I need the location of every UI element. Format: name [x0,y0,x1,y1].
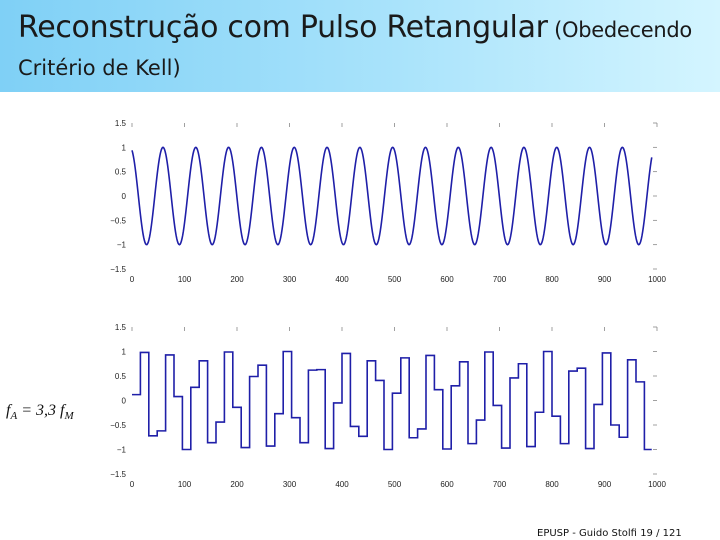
slide-title-paren: (Obedecendo [547,18,692,42]
y-tick-label: −1 [117,446,127,455]
footer: EPUSP - Guido Stolfi 19 / 121 [537,528,682,539]
slide-title-main: Reconstrução com Pulso Retangular [18,10,548,45]
x-tick-label: 600 [440,275,454,284]
y-tick-label: −0.5 [110,216,126,225]
x-tick-label: 1000 [648,480,666,489]
footer-source: EPUSP - Guido Stolfi [537,528,637,539]
x-tick-label: 900 [598,480,612,489]
formula-f2: f [59,402,65,419]
x-tick-label: 700 [493,275,507,284]
x-tick-label: 0 [130,275,135,284]
y-tick-label: 0 [122,397,127,406]
y-tick-label: 1.5 [115,119,127,128]
formula-sub-m: M [64,410,74,423]
x-tick-label: 800 [545,480,559,489]
x-tick-label: 200 [230,275,244,284]
y-tick-label: −1.5 [110,470,126,479]
series-line [132,350,652,451]
y-tick-label: 0 [122,192,127,201]
x-tick-label: 600 [440,480,454,489]
formula-sub-a: A [10,410,18,423]
y-tick-label: −1 [117,241,127,250]
x-tick-label: 100 [178,480,192,489]
x-tick-label: 0 [130,480,135,489]
x-tick-label: 300 [283,275,297,284]
x-tick-label: 300 [283,480,297,489]
y-tick-label: 1 [122,143,127,152]
x-tick-label: 400 [335,480,349,489]
formula-middle: = 3,3 [17,402,60,419]
x-tick-label: 200 [230,480,244,489]
y-tick-label: 1.5 [115,323,127,332]
formula-f1: f [6,402,11,419]
y-tick-label: 0.5 [115,168,127,177]
slide-title-continuation: Critério de Kell) [18,56,181,80]
series-line [131,146,653,246]
x-tick-label: 500 [388,275,402,284]
x-tick-label: 700 [493,480,507,489]
x-tick-label: 800 [545,275,559,284]
y-tick-label: 0.5 [115,372,127,381]
x-tick-label: 900 [598,275,612,284]
x-tick-label: 400 [335,275,349,284]
footer-page-number: 19 / 121 [640,528,682,539]
title-bar: Reconstrução com Pulso Retangular (Obede… [0,0,720,92]
y-tick-label: −1.5 [110,265,126,274]
top-plot-sine: 1.5 1 0.5 0 −0.5 −1 −1.5 0 100 200 300 400 500 600 700… [110,119,666,284]
slide-title: Reconstrução com Pulso Retangular (Obede… [18,10,692,45]
y-tick-label: −0.5 [110,421,126,430]
bottom-plot-rectangular-reconstruction: 1.5 1 0.5 0 −0.5 −1 −1.5 0 100 200 300 400 500 600 700… [110,323,666,489]
y-tick-label: 1 [122,348,127,357]
x-tick-label: 100 [178,275,192,284]
x-tick-label: 1000 [648,275,666,284]
sampling-formula: fA = 3,3 fM [6,402,74,422]
x-tick-label: 500 [388,480,402,489]
